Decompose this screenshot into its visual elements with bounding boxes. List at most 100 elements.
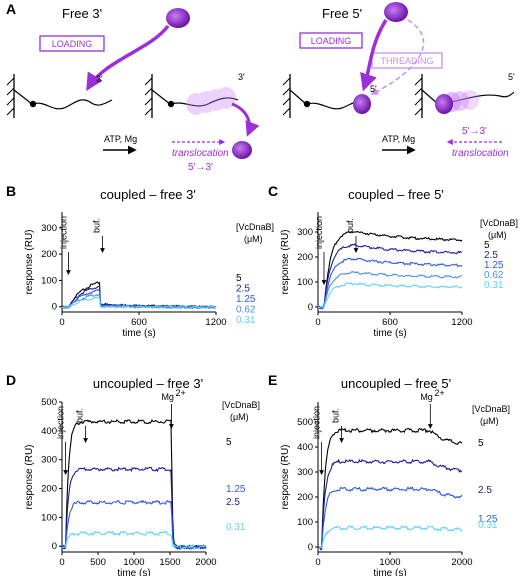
x-tick-label-e: 0 xyxy=(315,557,320,568)
series-line-d-1p25 xyxy=(61,499,207,550)
loading-box xyxy=(39,35,105,52)
y-tick-label-d: 200 xyxy=(41,484,57,495)
end-label-5prime-2: 5' xyxy=(508,72,515,82)
series-label-d: 1.25 xyxy=(226,484,246,495)
loading-arrow-icon-2 xyxy=(360,19,388,92)
chart-title-d: uncoupled – free 3' xyxy=(93,376,203,391)
loaded-helicase-icon xyxy=(353,94,371,114)
translocating-helicase-icon-2 xyxy=(435,90,479,114)
series-line-c-1p25 xyxy=(317,257,463,309)
plot-area-c: 0 100 200 300 0 600 1200 time (s) response (RU) [… xyxy=(280,212,518,339)
series-label-e: 0.31 xyxy=(478,520,498,531)
released-helicase-icon xyxy=(232,141,252,159)
y-axis-label-b: response (RU) xyxy=(24,229,35,294)
dna-linker xyxy=(13,89,33,105)
legend-title-c: [VcDnaB] xyxy=(480,218,518,228)
x-tick-label-e: 2000 xyxy=(451,557,472,568)
legend-unit-e: (μM) xyxy=(480,416,499,426)
dna-strand-2 xyxy=(170,97,239,107)
x-tick-label-b: 0 xyxy=(59,317,64,328)
schematic-left-title: Free 3' xyxy=(62,6,102,21)
legend-title-b: [VcDnaB] xyxy=(236,222,274,232)
x-tick-label-c: 0 xyxy=(315,317,320,328)
injection-label-c: injection xyxy=(314,216,324,249)
series-label-c: 5 xyxy=(484,240,490,251)
buffer-label-c: buf. xyxy=(345,218,355,233)
series-label-d: 5 xyxy=(226,437,232,448)
schematic-panel: A Free 3' LOADING 3' ATP, Mg 3' transloc… xyxy=(6,1,515,173)
panel-label-d: D xyxy=(6,372,16,388)
chart-panel-c: C coupled – free 5' 0 100 200 300 0 600 1200 ti… xyxy=(268,183,518,339)
loading-label-2: LOADING xyxy=(311,36,352,46)
series-line-d-2p5 xyxy=(61,466,207,550)
y-tick-label-c: 300 xyxy=(297,227,313,238)
x-axis-label-e: time (s) xyxy=(373,568,406,576)
y-tick-label-d: 100 xyxy=(41,512,57,523)
y-tick-label-b: 0 xyxy=(52,302,57,313)
legend-unit-b: (μM) xyxy=(244,234,263,244)
y-tick-label-e: 500 xyxy=(297,417,313,428)
x-tick-label-d: 500 xyxy=(90,557,106,568)
surface-hatch-4 xyxy=(414,77,423,116)
y-tick-label-b: 100 xyxy=(41,275,57,286)
mg-label-d: Mg xyxy=(161,392,174,402)
end-label-3prime-2: 3' xyxy=(238,72,245,82)
x-axis-label-c: time (s) xyxy=(373,328,406,339)
series-line-c-0p62 xyxy=(318,270,463,310)
series-line-b-0p62 xyxy=(61,293,216,310)
y-tick-label-d: 400 xyxy=(41,426,57,437)
translocating-helicase-icon xyxy=(186,87,236,115)
series-line-e-2p5 xyxy=(317,458,463,550)
series-label-e: 5 xyxy=(478,438,484,449)
y-tick-label-e: 0 xyxy=(308,542,313,553)
x-tick-label-c: 1200 xyxy=(451,317,472,328)
series-label-b: 2.5 xyxy=(236,284,250,295)
threading-label: THREADING xyxy=(380,56,433,66)
buffer-label-b: buf. xyxy=(92,218,102,233)
plot-area-e: 0 100 200 300 400 500 0 1000 2000 time (s) respons… xyxy=(280,388,510,576)
series-line-e-1p25 xyxy=(317,486,463,551)
injection-label-d: injection xyxy=(56,406,66,439)
plot-area-d: 0 100 200 300 400 500 0 500 1000 1500 2000 time (s)… xyxy=(24,388,260,576)
chart-panel-d: D uncoupled – free 3' 0 100 200 300 400 500 0 5… xyxy=(6,372,260,576)
series-line-d-5 xyxy=(62,418,207,550)
release-arrow-icon xyxy=(231,102,260,137)
surface-hatch-3 xyxy=(282,77,291,116)
series-line-c-0p31 xyxy=(317,282,462,309)
injection-label-b: injection xyxy=(58,216,68,249)
x-tick-label-b: 600 xyxy=(131,317,147,328)
y-axis-label-d: response (RU) xyxy=(24,444,35,509)
series-label-c: 2.5 xyxy=(484,250,498,261)
series-label-b: 0.62 xyxy=(236,305,256,316)
panel-label-a: A xyxy=(6,1,16,17)
surface-hatch xyxy=(6,77,15,116)
x-axis-label-b: time (s) xyxy=(122,328,155,339)
panel-label-e: E xyxy=(268,372,277,388)
dna-linker-3 xyxy=(289,89,307,105)
x-tick-label-b: 1200 xyxy=(205,317,226,328)
series-label-b: 1.25 xyxy=(236,294,256,305)
y-tick-label-e: 400 xyxy=(297,442,313,453)
chart-panel-e: E uncoupled – free 5' 0 100 200 300 400 500 0 1… xyxy=(268,372,510,576)
y-tick-label-e: 200 xyxy=(297,492,313,503)
series-label-c: 0.31 xyxy=(484,280,504,291)
series-line-d-0p31 xyxy=(61,530,207,550)
series-label-b: 5 xyxy=(236,273,242,284)
y-tick-label-e: 300 xyxy=(297,467,313,478)
chart-title-e: uncoupled – free 5' xyxy=(341,376,451,391)
y-tick-label-e: 100 xyxy=(297,517,313,528)
series-line-e-5 xyxy=(317,427,463,551)
translocation-label: translocation xyxy=(172,148,229,159)
y-tick-label-c: 200 xyxy=(297,252,313,263)
series-line-c-5 xyxy=(318,231,463,309)
mg-superscript-d: 2+ xyxy=(175,388,185,398)
legend-title-e: [VcDnaB] xyxy=(472,404,510,414)
threading-arrow-icon xyxy=(370,19,425,95)
series-label-c: 1.25 xyxy=(484,260,504,271)
translocation-label-2: translocation xyxy=(452,148,509,159)
end-label-3prime: 3' xyxy=(96,74,103,84)
loading-box-2 xyxy=(299,32,363,49)
series-line-b-0p31 xyxy=(61,296,217,310)
legend-unit-d: (μM) xyxy=(230,412,249,422)
